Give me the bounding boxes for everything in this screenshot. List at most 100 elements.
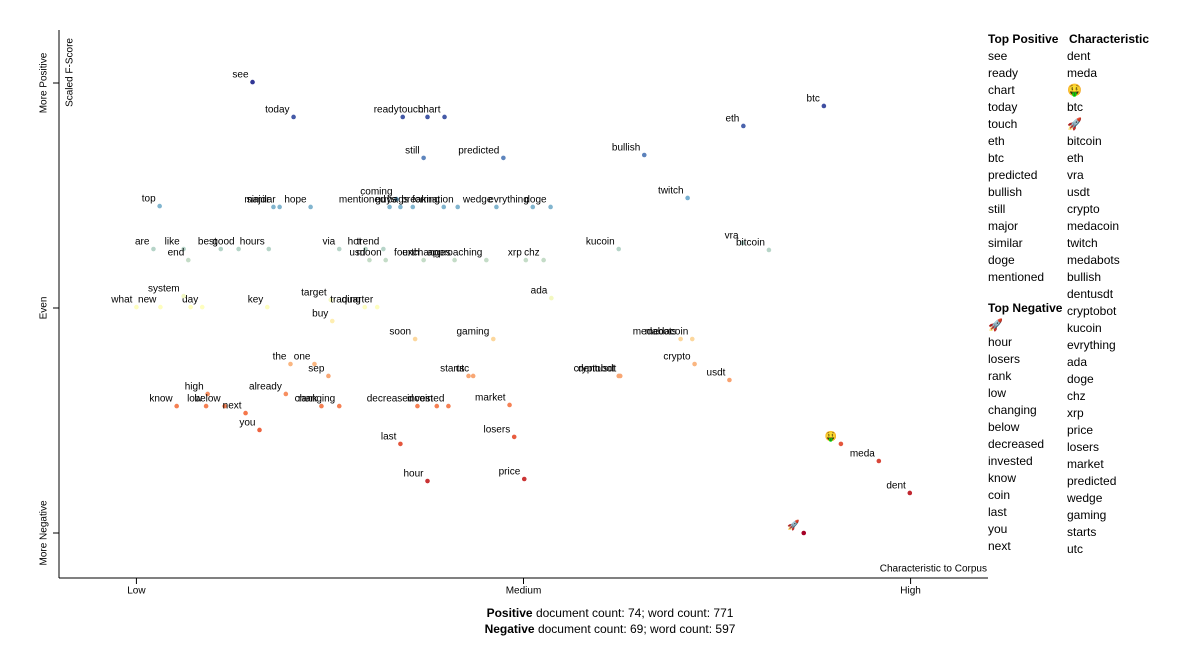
term-point — [181, 246, 186, 252]
term-label: high — [185, 382, 204, 393]
footer-label: Positive — [487, 606, 533, 620]
term-label: ada — [531, 286, 548, 297]
term-point — [801, 530, 807, 536]
term-label: good — [212, 237, 234, 248]
term-label: moon — [357, 248, 382, 259]
term-label: guys — [375, 195, 396, 206]
term-point — [740, 240, 745, 246]
term-label: coin — [414, 394, 432, 405]
term-label: new — [138, 295, 157, 306]
term-label: gaming — [456, 327, 489, 338]
term-list-item: losers — [1067, 440, 1099, 454]
term-point — [501, 155, 506, 161]
term-list-item: medacoin — [1067, 219, 1119, 233]
term-point — [549, 295, 554, 301]
term-point — [425, 478, 430, 484]
term-point — [876, 458, 882, 464]
term-label: formation — [412, 195, 454, 206]
term-list-item: dentusdt — [1067, 287, 1114, 301]
term-point — [185, 257, 191, 263]
term-label: exchanges — [402, 248, 450, 259]
term-list-item: 🚀 — [988, 318, 1003, 332]
term-point — [425, 114, 430, 120]
term-label: best — [198, 237, 217, 248]
term-label: day — [182, 295, 198, 306]
term-label: hours — [240, 237, 265, 248]
term-list-item: ada — [1067, 355, 1087, 369]
term-label: like — [165, 237, 180, 248]
term-label: target — [301, 288, 327, 299]
term-list-item: doge — [988, 253, 1015, 267]
term-label: below — [195, 394, 222, 405]
term-label: are — [135, 237, 150, 248]
term-list-item: meda — [1067, 66, 1097, 80]
term-label: bitcoin — [736, 238, 765, 249]
term-label: top — [142, 194, 156, 205]
term-point — [442, 114, 447, 120]
term-list-item: price — [1067, 423, 1093, 437]
term-point — [907, 490, 913, 496]
term-list-item: doge — [1067, 372, 1094, 386]
term-point — [685, 195, 690, 201]
term-label: vra — [725, 231, 739, 242]
term-label: similar — [247, 195, 277, 206]
term-list-item: evrything — [1067, 338, 1116, 352]
term-list-item: losers — [988, 352, 1020, 366]
term-list-item: starts — [1067, 525, 1096, 539]
term-label: hot — [348, 237, 362, 248]
term-point — [264, 304, 270, 310]
footer-label: Negative — [485, 622, 535, 636]
term-point — [291, 114, 296, 120]
term-point — [199, 304, 205, 310]
term-list-item: see — [988, 49, 1008, 63]
x-tick-label: Medium — [506, 586, 542, 597]
term-list-item: medabots — [1067, 253, 1120, 267]
term-point — [617, 373, 623, 379]
term-point — [277, 204, 282, 210]
term-label: coming — [360, 187, 392, 198]
term-label: next — [223, 401, 242, 412]
term-label: medabots — [633, 327, 677, 338]
term-point — [222, 403, 227, 409]
term-point — [266, 246, 272, 252]
term-list-item: predicted — [1067, 474, 1116, 488]
term-label: today — [265, 105, 289, 116]
term-point — [243, 410, 248, 416]
term-point — [326, 373, 331, 379]
term-label: bags — [387, 195, 409, 206]
term-list-item: predicted — [988, 168, 1037, 182]
term-list-item: hour — [988, 335, 1012, 349]
term-label: decreased — [367, 394, 414, 405]
y-tick-label: More Negative — [39, 500, 50, 565]
term-label: evrything — [488, 195, 529, 206]
term-point — [134, 304, 139, 310]
term-point — [319, 403, 324, 409]
term-list-item: bullish — [988, 185, 1022, 199]
term-label: twitch — [658, 186, 684, 197]
term-point — [434, 403, 440, 409]
term-list-item: touch — [988, 117, 1017, 131]
term-list-item: gaming — [1067, 508, 1106, 522]
term-label: you — [239, 418, 255, 429]
term-point — [288, 361, 293, 367]
term-list-item: bitcoin — [1067, 134, 1102, 148]
term-point — [328, 297, 334, 303]
term-label: last — [381, 432, 397, 443]
term-label: cryptobot — [574, 364, 615, 375]
term-point — [412, 336, 418, 342]
term-list-item: today — [988, 100, 1017, 114]
top-negative-title: Top Negative — [988, 301, 1063, 315]
term-label: medacoin — [645, 327, 688, 338]
term-point — [511, 434, 517, 440]
term-point — [466, 373, 471, 379]
term-list-item: low — [988, 386, 1006, 400]
term-point — [541, 257, 546, 263]
term-list-item: similar — [988, 236, 1023, 250]
term-point — [257, 427, 262, 433]
term-label: kucoin — [586, 237, 615, 248]
term-label: hope — [284, 195, 307, 206]
term-point — [387, 204, 392, 210]
term-point — [523, 257, 529, 263]
term-point — [329, 318, 335, 324]
term-label: dentusdt — [578, 364, 617, 375]
